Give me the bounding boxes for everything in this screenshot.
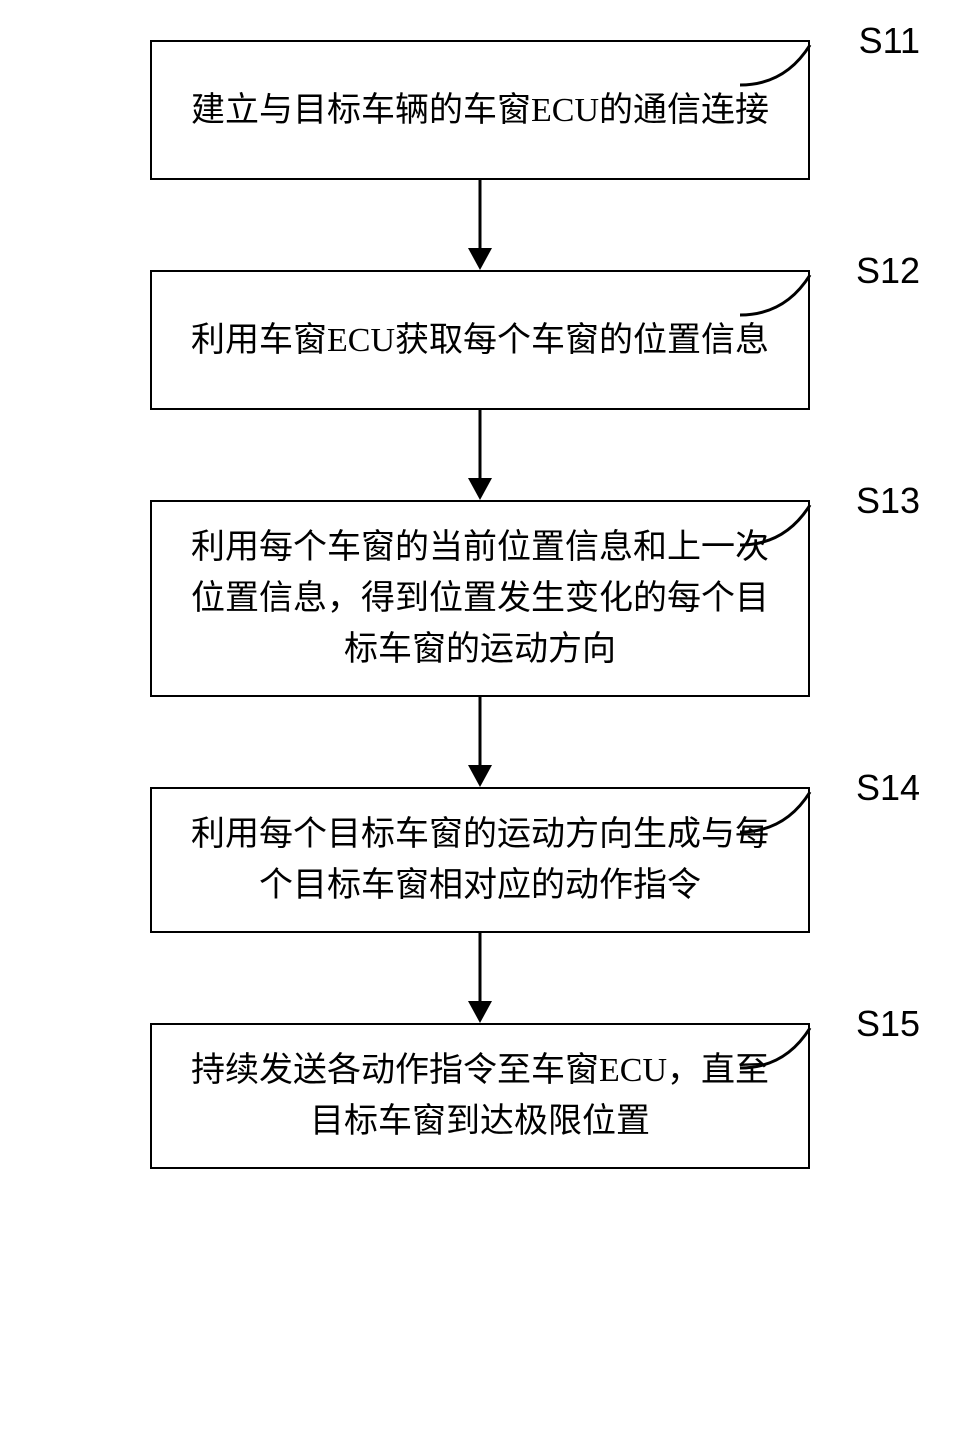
step-label-s14: S14 <box>856 767 920 809</box>
step-box-s15: 持续发送各动作指令至车窗ECU，直至目标车窗到达极限位置 <box>150 1023 810 1169</box>
arrow-s12-s13 <box>20 410 940 500</box>
step-row: 利用每个车窗的当前位置信息和上一次位置信息，得到位置发生变化的每个目标车窗的运动… <box>20 500 940 697</box>
arrow-s13-s14 <box>20 697 940 787</box>
step-text: 建立与目标车辆的车窗ECU的通信连接 <box>191 85 769 136</box>
step-box-s14: 利用每个目标车窗的运动方向生成与每个目标车窗相对应的动作指令 <box>150 787 810 933</box>
step-label-s11: S11 <box>859 20 920 62</box>
step-box-s13: 利用每个车窗的当前位置信息和上一次位置信息，得到位置发生变化的每个目标车窗的运动… <box>150 500 810 697</box>
step-text: 利用每个车窗的当前位置信息和上一次位置信息，得到位置发生变化的每个目标车窗的运动… <box>182 522 778 675</box>
step-row: 利用车窗ECU获取每个车窗的位置信息 S12 <box>20 270 940 410</box>
step-label-s12: S12 <box>856 250 920 292</box>
arrow-s14-s15 <box>20 933 940 1023</box>
step-text: 利用每个目标车窗的运动方向生成与每个目标车窗相对应的动作指令 <box>182 809 778 911</box>
step-box-s11: 建立与目标车辆的车窗ECU的通信连接 <box>150 40 810 180</box>
step-box-s12: 利用车窗ECU获取每个车窗的位置信息 <box>150 270 810 410</box>
arrow-s11-s12 <box>20 180 940 270</box>
step-label-s13: S13 <box>856 480 920 522</box>
step-text: 利用车窗ECU获取每个车窗的位置信息 <box>191 315 769 366</box>
step-row: 建立与目标车辆的车窗ECU的通信连接 S11 <box>20 40 940 180</box>
step-text: 持续发送各动作指令至车窗ECU，直至目标车窗到达极限位置 <box>182 1045 778 1147</box>
step-label-s15: S15 <box>856 1003 920 1045</box>
flowchart-container: 建立与目标车辆的车窗ECU的通信连接 S11 利用车窗ECU获取每个车窗的位置信… <box>20 40 940 1169</box>
step-row: 持续发送各动作指令至车窗ECU，直至目标车窗到达极限位置 S15 <box>20 1023 940 1169</box>
step-row: 利用每个目标车窗的运动方向生成与每个目标车窗相对应的动作指令 S14 <box>20 787 940 933</box>
